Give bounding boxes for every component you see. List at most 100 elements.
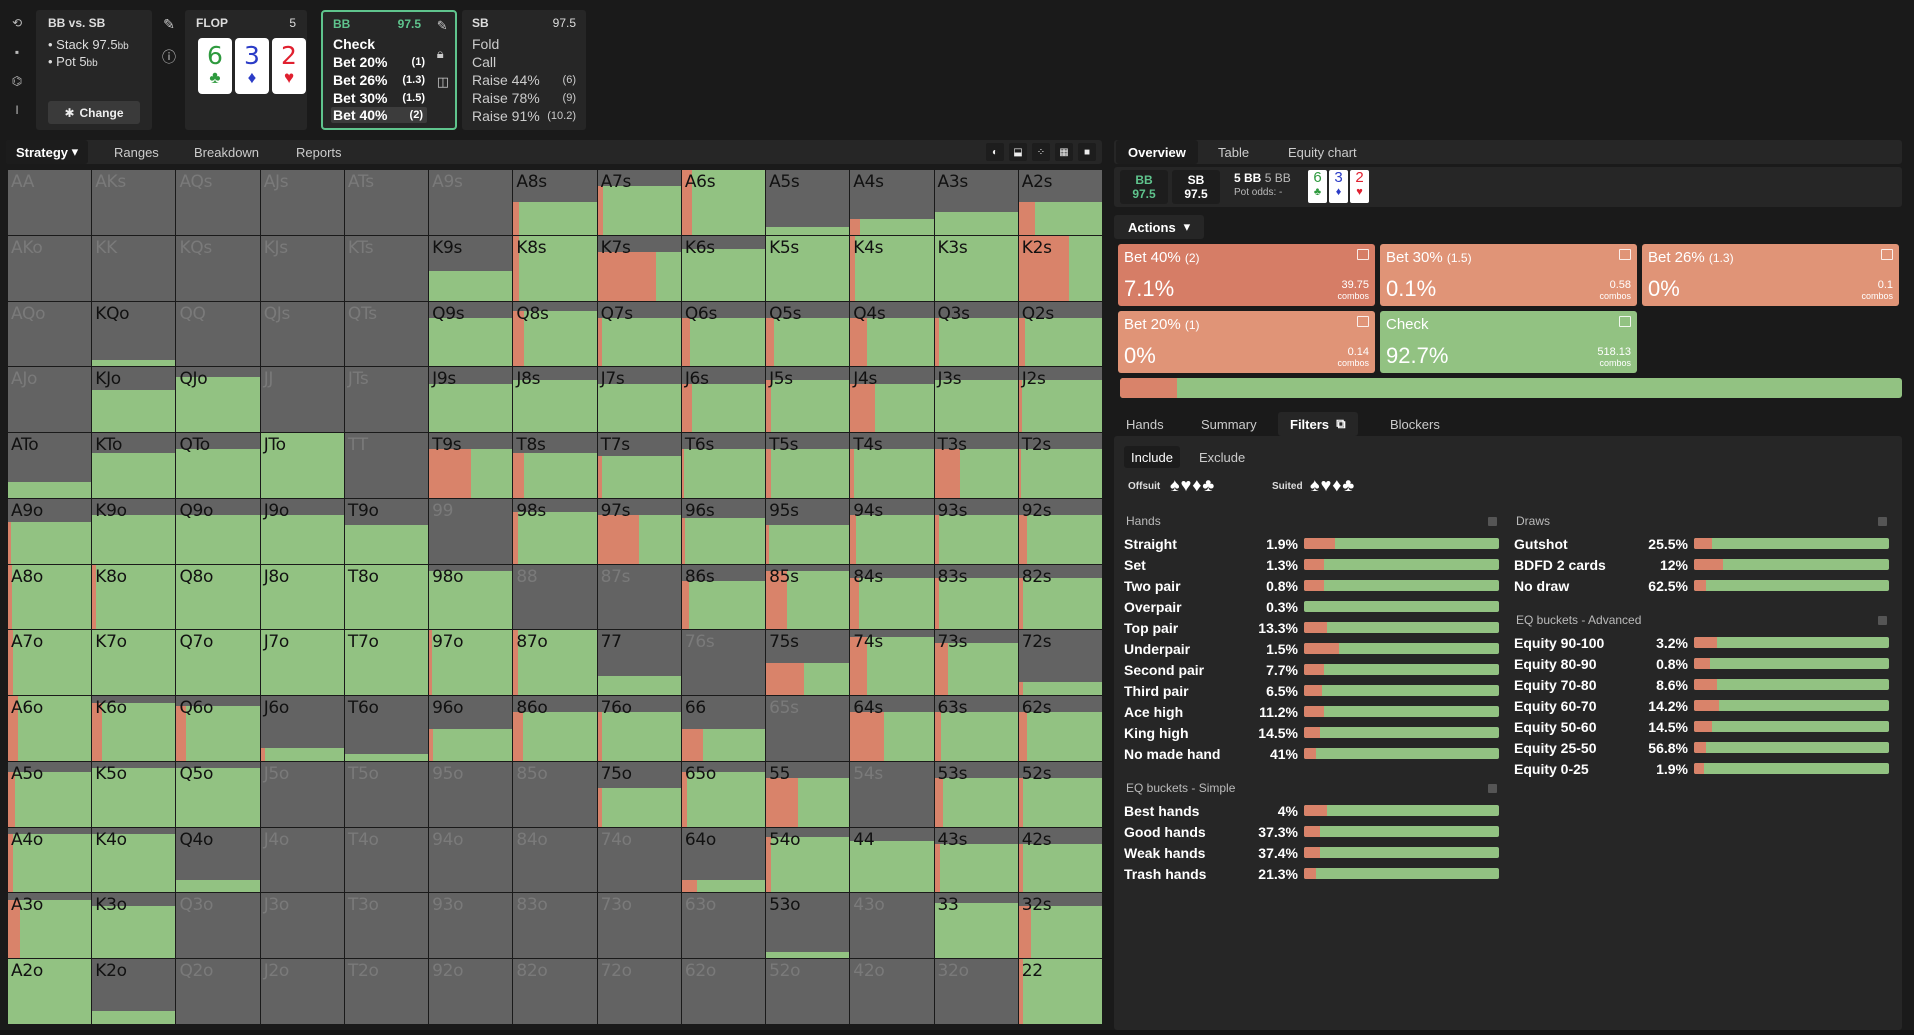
filter-row[interactable]: Underpair 1.5%	[1124, 638, 1499, 659]
hand-cell[interactable]: 52s	[1018, 761, 1102, 827]
hand-cell[interactable]: TT	[344, 433, 429, 498]
hand-cell[interactable]: T7o	[344, 630, 429, 696]
hand-cell[interactable]: KQs	[176, 235, 260, 301]
hand-cell[interactable]: 74o	[597, 827, 681, 893]
hand-cell[interactable]: A2o	[8, 959, 92, 1024]
hand-cell[interactable]: K8s	[513, 235, 597, 301]
hand-cell[interactable]: 87s	[597, 564, 681, 630]
hand-cell[interactable]: ATs	[344, 170, 429, 235]
info-icon[interactable]: ⓘ	[162, 49, 176, 65]
hand-cell[interactable]: QJo	[176, 367, 260, 433]
hand-cell[interactable]: QTo	[176, 433, 260, 498]
hand-cell[interactable]: T7s	[597, 433, 681, 498]
hand-cell[interactable]: J2s	[1018, 367, 1102, 433]
hand-cell[interactable]: A3o	[8, 893, 92, 959]
hand-cell[interactable]: QJs	[260, 301, 344, 367]
filter-row[interactable]: Straight 1.9%	[1124, 533, 1499, 554]
hand-cell[interactable]: 85s	[766, 564, 850, 630]
hand-cell[interactable]: 76s	[681, 630, 766, 696]
hand-cell[interactable]: Q4s	[850, 301, 934, 367]
hand-cell[interactable]: J2o	[260, 959, 344, 1024]
hand-cell[interactable]: J7s	[597, 367, 681, 433]
hand-cell[interactable]: K3o	[92, 893, 176, 959]
tab-filters[interactable]: Filters ⧉	[1278, 412, 1358, 436]
hand-cell[interactable]: AJs	[260, 170, 344, 235]
hand-cell[interactable]: J6o	[260, 696, 344, 761]
hand-cell[interactable]: T6o	[344, 696, 429, 761]
grid-view-icon[interactable]: ▦	[1055, 143, 1073, 161]
hand-cell[interactable]: K5s	[766, 235, 850, 301]
hand-cell[interactable]: AQo	[8, 301, 92, 367]
hand-cell[interactable]: AKs	[92, 170, 176, 235]
hand-cell[interactable]: JTs	[344, 367, 429, 433]
bb-action-bet20[interactable]: Bet 20% (1)	[333, 54, 425, 70]
bb-action-check[interactable]: Check	[333, 36, 425, 52]
hand-cell[interactable]: A9o	[8, 498, 92, 564]
menu-icon[interactable]	[1357, 316, 1369, 327]
hand-cell[interactable]: J4s	[850, 367, 934, 433]
hand-cell[interactable]: Q4o	[176, 827, 260, 893]
hand-cell[interactable]: J8o	[260, 564, 344, 630]
hand-cell[interactable]: 65s	[766, 696, 850, 761]
hand-cell[interactable]: 73o	[597, 893, 681, 959]
hand-cell[interactable]: 85o	[513, 761, 597, 827]
filter-row[interactable]: Equity 25-50 56.8%	[1514, 737, 1889, 758]
filter-row[interactable]: Top pair 13.3%	[1124, 617, 1499, 638]
hand-cell[interactable]: 55	[766, 761, 850, 827]
hand-cell[interactable]: A4s	[850, 170, 934, 235]
action-box[interactable]: Check 92.7% 518.13 combos	[1380, 311, 1637, 373]
menu-icon[interactable]	[1881, 249, 1893, 260]
hand-cell[interactable]: 22	[1018, 959, 1102, 1024]
hand-cell[interactable]: 97s	[597, 498, 681, 564]
hand-cell[interactable]: 87o	[513, 630, 597, 696]
filter-row[interactable]: Set 1.3%	[1124, 554, 1499, 575]
bb-action-bet26[interactable]: Bet 26% (1.3)	[333, 72, 425, 88]
hand-cell[interactable]: 53s	[934, 761, 1018, 827]
hand-cell[interactable]: Q3o	[176, 893, 260, 959]
compare-icon[interactable]: ◫	[436, 74, 449, 89]
hand-cell[interactable]: Q7o	[176, 630, 260, 696]
hand-cell[interactable]: K4s	[850, 235, 934, 301]
bb-action-bet40[interactable]: Bet 40% (2)	[331, 107, 427, 123]
hand-cell[interactable]: ATo	[8, 433, 92, 498]
sb-action-raise91[interactable]: Raise 91% (10.2)	[472, 108, 576, 124]
hand-cell[interactable]: 54o	[766, 827, 850, 893]
hand-cell[interactable]: 72s	[1018, 630, 1102, 696]
hand-cell[interactable]: 63o	[681, 893, 766, 959]
filter-row[interactable]: Equity 50-60 14.5%	[1514, 716, 1889, 737]
action-box[interactable]: Bet 40% (2) 7.1% 39.75 combos	[1118, 244, 1375, 306]
hand-cell[interactable]: T8s	[513, 433, 597, 498]
hand-cell[interactable]: K4o	[92, 827, 176, 893]
sb-action-fold[interactable]: Fold	[472, 36, 576, 52]
bb-action-bet30[interactable]: Bet 30% (1.5)	[333, 90, 425, 106]
full-view-icon[interactable]: ■	[1078, 143, 1096, 161]
hand-cell[interactable]: 98o	[429, 564, 513, 630]
hand-cell[interactable]: K7s	[597, 235, 681, 301]
hand-cell[interactable]: KJo	[92, 367, 176, 433]
filter-row[interactable]: Good hands 37.3%	[1124, 821, 1499, 842]
hand-cell[interactable]: T2o	[344, 959, 429, 1024]
hand-cell[interactable]: Q7s	[597, 301, 681, 367]
filter-row[interactable]: Overpair 0.3%	[1124, 596, 1499, 617]
sb-action-raise78[interactable]: Raise 78% (9)	[472, 90, 576, 106]
hand-cell[interactable]: Q8o	[176, 564, 260, 630]
hand-cell[interactable]: 72o	[597, 959, 681, 1024]
hand-cell[interactable]: Q9o	[176, 498, 260, 564]
hand-cell[interactable]: 77	[597, 630, 681, 696]
hand-cell[interactable]: Q5o	[176, 761, 260, 827]
hand-cell[interactable]: 43s	[934, 827, 1018, 893]
filter-row[interactable]: Weak hands 37.4%	[1124, 842, 1499, 863]
hand-cell[interactable]: KTo	[92, 433, 176, 498]
action-box[interactable]: Bet 20% (1) 0% 0.14 combos	[1118, 311, 1375, 373]
filter-row[interactable]: No draw 62.5%	[1514, 575, 1889, 596]
hand-cell[interactable]: Q9s	[429, 301, 513, 367]
hand-cell[interactable]: Q8s	[513, 301, 597, 367]
hand-cell[interactable]: 97o	[429, 630, 513, 696]
filter-row[interactable]: Third pair 6.5%	[1124, 680, 1499, 701]
hand-cell[interactable]: K2o	[92, 959, 176, 1024]
hand-cell[interactable]: A6o	[8, 696, 92, 761]
flop-panel[interactable]: FLOP 5 6 ♣ 3 ♦ 2 ♥	[185, 10, 307, 130]
hand-cell[interactable]: Q6o	[176, 696, 260, 761]
hand-cell[interactable]: J3o	[260, 893, 344, 959]
filter-row[interactable]: No made hand 41%	[1124, 743, 1499, 764]
